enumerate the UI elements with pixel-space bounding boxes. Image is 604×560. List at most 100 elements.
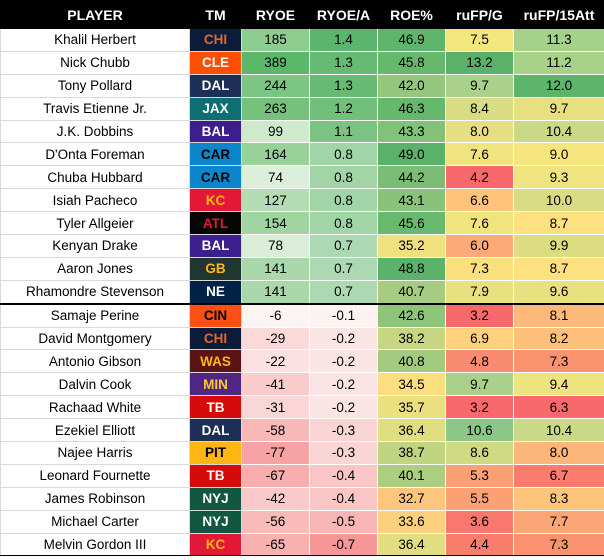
team-cell: WAS xyxy=(189,349,242,374)
table-row: Michael Carter NYJ -56 -0.5 33.6 3.6 7.7 xyxy=(0,509,604,534)
player-cell: Samaje Perine xyxy=(0,302,190,328)
ryoe-per-attempt-cell: 1.3 xyxy=(309,50,378,75)
roe-percent-cell: 40.1 xyxy=(377,463,446,488)
header-team[interactable]: TM xyxy=(189,0,242,29)
player-cell: Rachaad White xyxy=(0,395,190,420)
ryoe-cell: -42 xyxy=(241,486,310,511)
player-cell: Rhamondre Stevenson xyxy=(0,279,190,305)
ryoe-cell: -6 xyxy=(241,302,310,328)
player-cell: Khalil Herbert xyxy=(0,28,190,52)
ryoe-cell: -41 xyxy=(241,372,310,397)
team-cell: KC xyxy=(189,188,242,213)
roe-percent-cell: 49.0 xyxy=(377,142,446,167)
player-cell: Isiah Pacheco xyxy=(0,188,190,213)
ryoe-per-attempt-cell: 0.8 xyxy=(309,142,378,167)
rufp-per-15-att-cell: 8.7 xyxy=(513,211,604,236)
ryoe-cell: -65 xyxy=(241,532,310,557)
roe-percent-cell: 35.7 xyxy=(377,395,446,420)
team-cell: TB xyxy=(189,395,242,420)
table-row: Antonio Gibson WAS -22 -0.2 40.8 4.8 7.3 xyxy=(0,349,604,374)
ryoe-per-attempt-cell: 0.8 xyxy=(309,165,378,190)
roe-percent-cell: 45.8 xyxy=(377,50,446,75)
header-player[interactable]: PLAYER xyxy=(0,0,190,29)
roe-percent-cell: 32.7 xyxy=(377,486,446,511)
ryoe-cell: 127 xyxy=(241,188,310,213)
rufp-per-15-att-cell: 8.7 xyxy=(513,256,604,281)
roe-percent-cell: 36.4 xyxy=(377,532,446,557)
table-row: Aaron Jones GB 141 0.7 48.8 7.3 8.7 xyxy=(0,256,604,281)
player-cell: Antonio Gibson xyxy=(0,349,190,374)
rufp-per-game-cell: 9.7 xyxy=(445,372,514,397)
rufp-per-game-cell: 6.0 xyxy=(445,234,514,258)
player-cell: Tyler Allgeier xyxy=(0,211,190,236)
player-cell: D'Onta Foreman xyxy=(0,142,190,167)
team-cell: BAL xyxy=(189,119,242,144)
team-cell: TB xyxy=(189,463,242,488)
table-row: Chuba Hubbard CAR 74 0.8 44.2 4.2 9.3 xyxy=(0,165,604,190)
rufp-per-game-cell: 7.5 xyxy=(445,28,514,52)
rufp-per-15-att-cell: 9.3 xyxy=(513,165,604,190)
rufp-per-15-att-cell: 8.1 xyxy=(513,302,604,328)
ryoe-cell: -77 xyxy=(241,441,310,465)
table-row: D'Onta Foreman CAR 164 0.8 49.0 7.6 9.0 xyxy=(0,142,604,167)
header-ryoe-per-attempt[interactable]: RYOE/A xyxy=(309,0,378,29)
ryoe-cell: 141 xyxy=(241,256,310,281)
rufp-per-15-att-cell: 11.3 xyxy=(513,28,604,52)
ryoe-per-attempt-cell: -0.3 xyxy=(309,418,378,443)
table-row: Samaje Perine CIN -6 -0.1 42.6 3.2 8.1 xyxy=(0,302,604,328)
ryoe-cell: 263 xyxy=(241,96,310,121)
header-rufp-per-game[interactable]: ruFP/G xyxy=(445,0,514,29)
table-row: Isiah Pacheco KC 127 0.8 43.1 6.6 10.0 xyxy=(0,188,604,213)
table-row: Rhamondre Stevenson NE 141 0.7 40.7 7.9 9.6 xyxy=(0,279,604,305)
roe-percent-cell: 48.8 xyxy=(377,256,446,281)
table-row: Najee Harris PIT -77 -0.3 38.7 8.6 8.0 xyxy=(0,441,604,465)
table-row: Tyler Allgeier ATL 154 0.8 45.6 7.6 8.7 xyxy=(0,211,604,236)
rufp-per-game-cell: 10.6 xyxy=(445,418,514,443)
roe-percent-cell: 42.0 xyxy=(377,73,446,98)
rufp-per-15-att-cell: 7.3 xyxy=(513,349,604,374)
player-cell: Tony Pollard xyxy=(0,73,190,98)
rufp-per-15-att-cell: 9.4 xyxy=(513,372,604,397)
ryoe-per-attempt-cell: -0.5 xyxy=(309,509,378,534)
roe-percent-cell: 35.2 xyxy=(377,234,446,258)
ryoe-cell: -56 xyxy=(241,509,310,534)
team-cell: KC xyxy=(189,532,242,557)
team-cell: NYJ xyxy=(189,509,242,534)
ryoe-cell: -31 xyxy=(241,395,310,420)
header-rufp-per-15-att[interactable]: ruFP/15Att xyxy=(513,0,604,29)
team-cell: ATL xyxy=(189,211,242,236)
roe-percent-cell: 36.4 xyxy=(377,418,446,443)
ryoe-cell: 154 xyxy=(241,211,310,236)
table-row: Leonard Fournette TB -67 -0.4 40.1 5.3 6.7 xyxy=(0,463,604,488)
rufp-per-15-att-cell: 10.0 xyxy=(513,188,604,213)
header-roe-percent[interactable]: ROE% xyxy=(377,0,446,29)
rufp-per-game-cell: 3.6 xyxy=(445,509,514,534)
player-cell: J.K. Dobbins xyxy=(0,119,190,144)
table-row: J.K. Dobbins BAL 99 1.1 43.3 8.0 10.4 xyxy=(0,119,604,144)
rufp-per-15-att-cell: 9.0 xyxy=(513,142,604,167)
rufp-per-15-att-cell: 9.9 xyxy=(513,234,604,258)
rufp-per-15-att-cell: 7.3 xyxy=(513,532,604,557)
team-cell: NE xyxy=(189,279,242,305)
rufp-per-15-att-cell: 8.2 xyxy=(513,326,604,351)
team-cell: MIN xyxy=(189,372,242,397)
ryoe-per-attempt-cell: -0.2 xyxy=(309,372,378,397)
team-cell: DAL xyxy=(189,73,242,98)
player-cell: Travis Etienne Jr. xyxy=(0,96,190,121)
rufp-per-15-att-cell: 9.6 xyxy=(513,279,604,305)
team-cell: CHI xyxy=(189,28,242,52)
player-cell: Dalvin Cook xyxy=(0,372,190,397)
table-row: Dalvin Cook MIN -41 -0.2 34.5 9.7 9.4 xyxy=(0,372,604,397)
table-row: Nick Chubb CLE 389 1.3 45.8 13.2 11.2 xyxy=(0,50,604,75)
table-row: Travis Etienne Jr. JAX 263 1.2 46.3 8.4 9.7 xyxy=(0,96,604,121)
roe-percent-cell: 45.6 xyxy=(377,211,446,236)
player-cell: Kenyan Drake xyxy=(0,234,190,258)
table-body: Khalil Herbert CHI 185 1.4 46.9 7.5 11.3 Nick C… xyxy=(0,28,604,557)
ryoe-cell: 141 xyxy=(241,279,310,305)
ryoe-cell: 99 xyxy=(241,119,310,144)
ryoe-cell: 78 xyxy=(241,234,310,258)
ryoe-cell: 185 xyxy=(241,28,310,52)
header-ryoe[interactable]: RYOE xyxy=(241,0,310,29)
player-cell: Aaron Jones xyxy=(0,256,190,281)
